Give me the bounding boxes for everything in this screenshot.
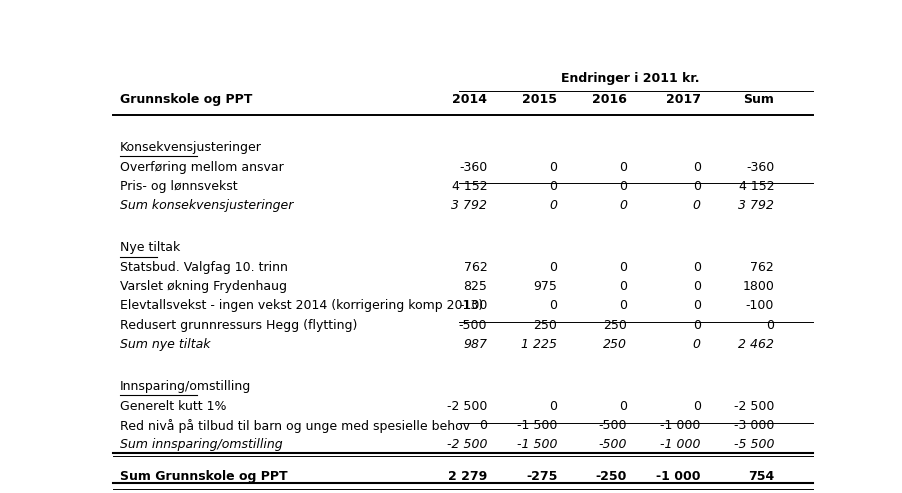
Text: Pris- og lønnsvekst: Pris- og lønnsvekst: [120, 180, 237, 193]
Text: 762: 762: [463, 261, 487, 274]
Text: 0: 0: [548, 161, 557, 174]
Text: 0: 0: [548, 180, 557, 193]
Text: Varslet økning Frydenhaug: Varslet økning Frydenhaug: [120, 280, 287, 293]
Text: 4 152: 4 152: [451, 180, 487, 193]
Text: 987: 987: [463, 338, 487, 351]
Text: Grunnskole og PPT: Grunnskole og PPT: [120, 93, 252, 106]
Text: 250: 250: [603, 338, 627, 351]
Text: 0: 0: [619, 299, 627, 313]
Text: Sum: Sum: [742, 93, 773, 106]
Text: Konsekvensjusteringer: Konsekvensjusteringer: [120, 141, 262, 154]
Text: 0: 0: [619, 180, 627, 193]
Text: 3 792: 3 792: [738, 199, 773, 212]
Text: -500: -500: [598, 438, 627, 452]
Text: 0: 0: [548, 261, 557, 274]
Text: 825: 825: [463, 280, 487, 293]
Text: Sum innsparing/omstilling: Sum innsparing/omstilling: [120, 438, 282, 452]
Text: Sum konsekvensjusteringer: Sum konsekvensjusteringer: [120, 199, 293, 212]
Text: 762: 762: [750, 261, 773, 274]
Text: 0: 0: [548, 199, 557, 212]
Text: 2015: 2015: [521, 93, 557, 106]
Text: 2014: 2014: [452, 93, 487, 106]
Text: 0: 0: [619, 280, 627, 293]
Text: -1 000: -1 000: [659, 419, 700, 432]
Text: -250: -250: [595, 470, 627, 483]
Text: -360: -360: [458, 161, 487, 174]
Text: 250: 250: [533, 319, 557, 332]
Text: -3 000: -3 000: [733, 419, 773, 432]
Text: 0: 0: [548, 400, 557, 413]
Text: 250: 250: [603, 319, 627, 332]
Text: Sum nye tiltak: Sum nye tiltak: [120, 338, 210, 351]
Text: 1 225: 1 225: [520, 338, 557, 351]
Text: -2 500: -2 500: [446, 400, 487, 413]
Text: Nye tiltak: Nye tiltak: [120, 242, 179, 254]
Text: -100: -100: [458, 299, 487, 313]
Text: Generelt kutt 1%: Generelt kutt 1%: [120, 400, 226, 413]
Text: 0: 0: [692, 280, 700, 293]
Text: -500: -500: [458, 319, 487, 332]
Text: 0: 0: [619, 261, 627, 274]
Text: 0: 0: [548, 299, 557, 313]
Text: 2 462: 2 462: [738, 338, 773, 351]
Text: 0: 0: [692, 400, 700, 413]
Text: -1 500: -1 500: [516, 419, 557, 432]
Text: 975: 975: [533, 280, 557, 293]
Text: 0: 0: [619, 161, 627, 174]
Text: -5 500: -5 500: [733, 438, 773, 452]
Text: 3 792: 3 792: [451, 199, 487, 212]
Text: Statsbud. Valgfag 10. trinn: Statsbud. Valgfag 10. trinn: [120, 261, 288, 274]
Text: 0: 0: [692, 299, 700, 313]
Text: Sum Grunnskole og PPT: Sum Grunnskole og PPT: [120, 470, 287, 483]
Text: 0: 0: [479, 419, 487, 432]
Text: Redusert grunnressurs Hegg (flytting): Redusert grunnressurs Hegg (flytting): [120, 319, 357, 332]
Text: 4 152: 4 152: [738, 180, 773, 193]
Text: Red nivå på tilbud til barn og unge med spesielle behov: Red nivå på tilbud til barn og unge med …: [120, 419, 469, 433]
Text: Overføring mellom ansvar: Overføring mellom ansvar: [120, 161, 283, 174]
Text: 2016: 2016: [592, 93, 627, 106]
Text: 0: 0: [692, 199, 700, 212]
Text: -1 500: -1 500: [516, 438, 557, 452]
Text: -1 000: -1 000: [656, 470, 700, 483]
Text: -275: -275: [525, 470, 557, 483]
Text: 0: 0: [619, 199, 627, 212]
Text: 0: 0: [619, 400, 627, 413]
Text: -360: -360: [745, 161, 773, 174]
Text: -2 500: -2 500: [733, 400, 773, 413]
Text: -500: -500: [598, 419, 627, 432]
Text: -2 500: -2 500: [446, 438, 487, 452]
Text: 0: 0: [692, 261, 700, 274]
Text: 1800: 1800: [741, 280, 773, 293]
Text: 0: 0: [692, 338, 700, 351]
Text: Endringer i 2011 kr.: Endringer i 2011 kr.: [561, 72, 699, 85]
Text: 0: 0: [692, 161, 700, 174]
Text: 2 279: 2 279: [447, 470, 487, 483]
Text: 0: 0: [692, 319, 700, 332]
Text: Innsparing/omstilling: Innsparing/omstilling: [120, 380, 251, 393]
Text: -1 000: -1 000: [659, 438, 700, 452]
Text: Elevtallsvekst - ingen vekst 2014 (korrigering komp 2013): Elevtallsvekst - ingen vekst 2014 (korri…: [120, 299, 483, 313]
Text: 0: 0: [766, 319, 773, 332]
Text: 2017: 2017: [665, 93, 700, 106]
Text: 754: 754: [747, 470, 773, 483]
Text: 0: 0: [692, 180, 700, 193]
Text: -100: -100: [745, 299, 773, 313]
